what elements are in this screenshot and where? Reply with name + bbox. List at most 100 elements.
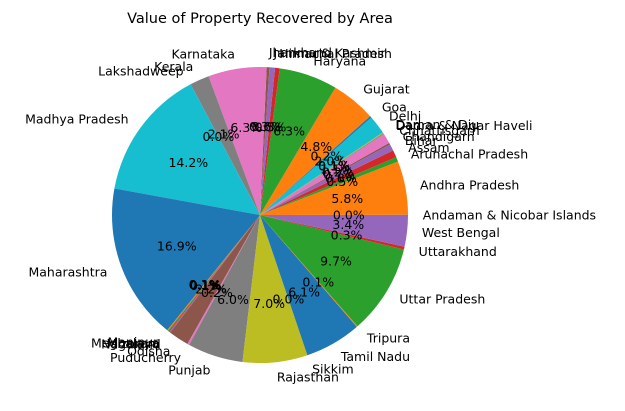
category-label-assam: Assam: [408, 140, 449, 155]
slice-dadra-and-nagar-haveli: [260, 133, 384, 215]
category-label-jharkhand: Jharkhand: [268, 45, 332, 60]
pct-label-andaman-and-nicobar-islands: 0.0%: [333, 207, 365, 222]
pct-label-daman-and-diu: 0.1%: [318, 158, 350, 173]
category-label-delhi: Delhi: [389, 108, 421, 123]
slice-manipur: [167, 215, 260, 331]
pct-label-kerala: 2.1%: [208, 126, 240, 141]
slice-west-bengal: [260, 215, 408, 247]
category-label-andaman-and-nicobar-islands: Andaman & Nicobar Islands: [423, 207, 596, 222]
pct-label-uttarakhand: 0.3%: [331, 227, 363, 242]
slice-mizoram: [168, 215, 260, 333]
pct-label-arunachal-pradesh: 0.5%: [326, 174, 358, 189]
slice-tripura: [260, 215, 358, 327]
slice-puducherry: [187, 215, 260, 345]
slice-uttar-pradesh: [260, 215, 404, 327]
pct-label-odisha: 2.2%: [195, 282, 227, 297]
pie-slices: [112, 67, 408, 363]
category-labels: Andaman & Nicobar Islands Andhra Pradesh A…: [25, 45, 596, 384]
pct-label-karnataka: 6.3%: [230, 120, 262, 135]
pct-label-lakshadweep: 0.0%: [202, 129, 234, 144]
category-label-karnataka: Karnataka: [171, 47, 234, 62]
category-label-tripura: Tripura: [366, 330, 410, 345]
slice-chhattisgarh: [260, 133, 390, 215]
slice-haryana: [260, 68, 336, 215]
pct-label-jharkhand: 0.3%: [249, 119, 281, 134]
slice-daman-and-diu: [260, 132, 384, 215]
pct-label-bihar: 0.7%: [323, 167, 355, 182]
category-label-chhattisgarh: Chhattisgarh: [399, 123, 479, 138]
pct-label-chhattisgarh: 1.1%: [320, 162, 352, 177]
category-label-west-bengal: West Bengal: [422, 225, 500, 240]
pct-label-meghalaya: 0.1%: [189, 277, 221, 292]
pct-label-sikkim: 0.0%: [273, 292, 305, 307]
category-label-himachal-pradesh: Himachal Pradesh: [279, 46, 392, 61]
category-label-sikkim: Sikkim: [312, 362, 354, 377]
pct-label-gujarat: 4.8%: [300, 139, 332, 154]
pct-label-maharashtra: 16.9%: [157, 238, 197, 253]
category-label-uttar-pradesh: Uttar Pradesh: [399, 292, 485, 307]
category-label-daman-and-diu: Daman & Diu: [395, 117, 479, 132]
slice-tamil-nadu: [260, 215, 357, 356]
pct-label-delhi: 2.0%: [315, 153, 347, 168]
category-label-kerala: Kerala: [154, 59, 193, 74]
slice-bihar: [260, 144, 394, 215]
pct-label-nagaland: 0.1%: [190, 278, 222, 293]
pct-label-puducherry: 0.2%: [201, 285, 233, 300]
pct-label-tamil-nadu: 6.1%: [288, 285, 320, 300]
pct-label-chandigarh: 0.2%: [322, 165, 354, 180]
slice-nagaland: [169, 215, 260, 333]
category-label-punjab: Punjab: [168, 363, 210, 378]
category-label-uttarakhand: Uttarakhand: [419, 244, 497, 259]
slice-assam: [260, 150, 397, 215]
category-label-madhya-pradesh: Madhya Pradesh: [25, 111, 129, 126]
slice-jharkhand: [260, 67, 270, 215]
slice-maharashtra: [112, 188, 261, 331]
percentage-labels: 0.0%5.8%0.5%0.8%0.7%0.2%1.1%0.1%0.1%2.0%…: [157, 119, 365, 311]
slice-arunachal-pradesh: [260, 157, 399, 215]
category-label-gujarat: Gujarat: [363, 82, 410, 97]
category-label-dadra-and-nagar-haveli: Dadra & Nagar Haveli: [396, 118, 533, 133]
category-label-meghalaya: Meghalaya: [91, 335, 159, 350]
category-label-haryana: Haryana: [313, 54, 366, 69]
slice-karnataka: [208, 67, 267, 215]
category-label-odisha: Odisha: [127, 343, 170, 358]
pct-label-west-bengal: 3.4%: [332, 217, 364, 232]
slice-odisha: [170, 215, 260, 344]
category-label-tamil-nadu: Tamil Nadu: [340, 349, 410, 364]
slice-madhya-pradesh: [114, 84, 261, 215]
category-label-lakshadweep: Lakshadweep: [98, 64, 183, 79]
pct-label-rajasthan: 7.0%: [253, 296, 285, 311]
category-label-bihar: Bihar: [405, 133, 439, 148]
pct-label-goa: 0.2%: [311, 149, 343, 164]
slice-goa: [260, 116, 372, 215]
pct-label-jammu-and-kashmir: 0.6%: [251, 119, 283, 134]
pct-label-mizoram: 0.1%: [190, 278, 222, 293]
slice-rajasthan: [242, 215, 308, 363]
category-label-andhra-pradesh: Andhra Pradesh: [420, 177, 519, 192]
pct-label-himachal-pradesh: 0.5%: [255, 119, 287, 134]
category-label-mizoram: Mizoram: [106, 336, 159, 351]
pct-label-haryana: 6.3%: [273, 124, 305, 139]
slice-punjab: [189, 215, 260, 362]
category-label-rajasthan: Rajasthan: [277, 369, 339, 384]
pct-label-uttar-pradesh: 9.7%: [320, 253, 352, 268]
category-label-puducherry: Puducherry: [110, 350, 182, 365]
category-label-chandigarh: Chandigarh: [403, 129, 475, 144]
pct-label-punjab: 6.0%: [217, 292, 249, 307]
pct-label-tripura: 0.1%: [302, 274, 334, 289]
slice-chandigarh: [260, 142, 391, 215]
pct-label-assam: 0.8%: [325, 171, 357, 186]
slice-jammu-and-kashmir: [260, 67, 276, 216]
category-label-maharashtra: Maharashtra: [28, 264, 107, 279]
slice-uttarakhand: [260, 215, 405, 250]
slice-himachal-pradesh: [260, 67, 280, 215]
category-label-nagaland: Nagaland: [101, 337, 161, 352]
slice-andhra-pradesh: [260, 161, 408, 215]
pct-label-dadra-and-nagar-haveli: 0.1%: [318, 159, 350, 174]
category-label-arunachal-pradesh: Arunachal Pradesh: [411, 146, 528, 161]
chart-title: Value of Property Recovered by Area: [127, 11, 393, 27]
pct-label-andhra-pradesh: 5.8%: [331, 191, 363, 206]
pct-label-madhya-pradesh: 14.2%: [168, 155, 208, 170]
